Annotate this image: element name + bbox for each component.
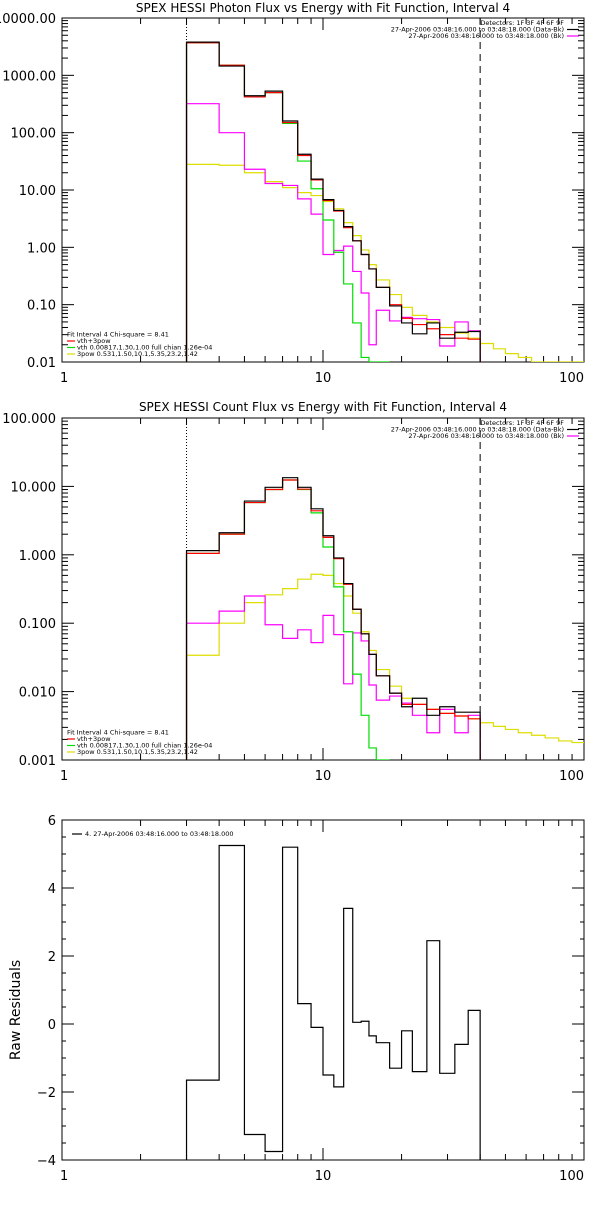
- legend-bottomleft-text: 3pow 0.531,1.50,10.1,5.35,23.2,1.42: [77, 350, 198, 358]
- y-tick-label: 1000.00: [2, 69, 56, 84]
- y-tick-label: −4: [37, 1154, 56, 1169]
- series-line-0: [185, 41, 481, 362]
- series-line-2: [185, 479, 390, 760]
- y-tick-label: 1.00: [27, 241, 56, 256]
- plot-frame: [61, 819, 585, 1161]
- y-tick-label: 10000.00: [0, 12, 56, 27]
- y-tick-label: 100.00: [11, 127, 57, 142]
- legend-topright-text: 27-Apr-2006 03:48:16.000 to 03:48:18.000…: [391, 26, 564, 34]
- series-line-4: [185, 103, 481, 362]
- x-tick-label: 1: [60, 371, 68, 386]
- legend-topright-text: 27-Apr-2006 03:48:16.000 to 03:48:18.000…: [408, 32, 564, 40]
- x-tick-label: 1: [60, 1169, 68, 1184]
- chart-title: SPEX HESSI Photon Flux vs Energy with Fi…: [136, 1, 510, 15]
- series-line-0: [185, 477, 481, 760]
- chart-panel-3: 1 10 100 −4 −2 0 2 4 6 Raw Residuals 4. 27-Apr-200…: [8, 814, 585, 1184]
- legend-topright-text: 27-Apr-2006 03:48:16.000 to 03:48:18.000…: [391, 426, 564, 434]
- y-tick-label: 10.00: [19, 184, 56, 199]
- x-tick-label: 100: [559, 1169, 584, 1184]
- legend-topright-text: 27-Apr-2006 03:48:16.000 to 03:48:18.000…: [408, 432, 564, 440]
- series-line-2: [185, 42, 390, 362]
- y-tick-label: 4: [48, 882, 56, 897]
- y-tick-label: 2: [48, 950, 56, 965]
- chart-panel-2: SPEX HESSI Count Flux vs Energy with Fit…: [2, 400, 585, 784]
- legend-bottomleft-text: vth+3pow: [77, 337, 111, 345]
- legend-bottomleft-text: Fit Interval 4 Chi-square = 8.41: [67, 729, 169, 737]
- y-tick-label: 0.01: [27, 356, 56, 371]
- y-tick-label: 0: [48, 1018, 56, 1033]
- x-tick-label: 10: [315, 1169, 332, 1184]
- legend-bottomleft-text: 3pow 0.531,1.50,10.1,5.35,23.2,1.42: [77, 748, 198, 756]
- x-tick-label: 10: [315, 769, 332, 784]
- legend-bottomleft-text: Fit Interval 4 Chi-square = 8.41: [67, 331, 169, 339]
- y-tick-label: 0.100: [19, 617, 56, 632]
- x-tick-label: 100: [559, 769, 584, 784]
- plot-frame: [61, 417, 585, 761]
- legend-topleft-text: 4. 27-Apr-2006 03:48:16.000 to 03:48:18.…: [85, 830, 234, 838]
- y-tick-label: 0.010: [19, 686, 56, 701]
- legend-bottomleft-text: vth 0.00817,1.30,1.00 full chian 1.26e-0…: [77, 344, 212, 352]
- series-line-4: [185, 595, 481, 760]
- legend-topright-text: Detectors: 1F 3F 4F 6F 9F: [480, 19, 564, 27]
- series-line-3: [185, 163, 584, 362]
- chart-panel-1: SPEX HESSI Photon Flux vs Energy with Fi…: [0, 1, 585, 386]
- x-tick-label: 1: [60, 769, 68, 784]
- y-tick-label: 10.000: [11, 480, 57, 495]
- legend-bottomleft-text: vth 0.00817,1.30,1.00 full chian 1.26e-0…: [77, 742, 212, 750]
- chart-title: SPEX HESSI Count Flux vs Energy with Fit…: [139, 400, 507, 414]
- series-line-0: [185, 844, 481, 1160]
- y-tick-label: −2: [37, 1086, 56, 1101]
- legend-bottomleft-text: vth+3pow: [77, 735, 111, 743]
- x-tick-label: 10: [315, 371, 332, 386]
- y-tick-label: 0.001: [19, 754, 56, 769]
- x-tick-label: 100: [559, 371, 584, 386]
- y-tick-label: 6: [48, 814, 56, 829]
- legend-topright-text: Detectors: 1F 3F 4F 6F 9F: [480, 419, 564, 427]
- y-axis-label: Raw Residuals: [8, 960, 24, 1060]
- series-line-3: [185, 573, 584, 760]
- y-tick-label: 100.000: [2, 412, 56, 427]
- y-tick-label: 0.10: [27, 299, 56, 314]
- y-tick-label: 1.000: [19, 549, 56, 564]
